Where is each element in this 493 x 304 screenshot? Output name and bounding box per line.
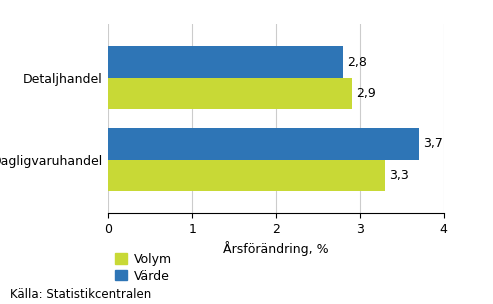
Text: 3,7: 3,7 bbox=[423, 137, 443, 150]
Bar bbox=[108, 47, 343, 78]
Bar bbox=[108, 160, 385, 191]
Text: 2,9: 2,9 bbox=[356, 87, 376, 100]
Legend: Volym, Värde: Volym, Värde bbox=[115, 253, 172, 282]
Text: 2,8: 2,8 bbox=[347, 56, 367, 68]
Text: 3,3: 3,3 bbox=[389, 169, 409, 181]
Text: Källa: Statistikcentralen: Källa: Statistikcentralen bbox=[10, 288, 151, 301]
X-axis label: Årsförändring, %: Årsförändring, % bbox=[223, 241, 329, 256]
Bar bbox=[108, 78, 352, 109]
Bar bbox=[108, 128, 419, 160]
